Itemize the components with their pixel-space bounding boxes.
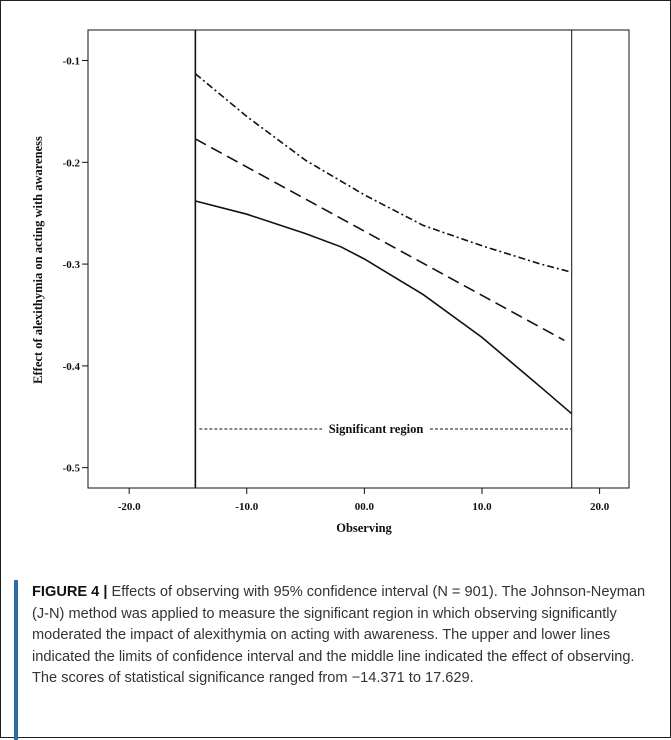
chart: -20.0 -10.0 00.0 10.0 20.0 -0.1-0.2-0.3-0.4-…: [31, 29, 630, 535]
x-axis: -20.0 -10.0 00.0 10.0 20.0: [118, 488, 610, 513]
y-axis-title: Effect of alexithymia on acting with awa…: [31, 136, 45, 384]
series-line-dashed: [195, 138, 565, 342]
caption-accent-bar: [14, 580, 18, 740]
y-tick-label: -0.1: [63, 56, 80, 68]
x-tick-label: 20.0: [590, 501, 610, 513]
series-line-solid: [195, 200, 573, 415]
caption-text: Effects of observing with 95% confidence…: [32, 584, 646, 687]
x-axis-title: Observing: [336, 521, 392, 535]
series-line-dash-dot: [194, 73, 572, 273]
significant-region-annotation: Significant region: [199, 422, 572, 436]
jn-boundaries: [194, 30, 573, 488]
x-tick-label: -20.0: [118, 501, 141, 513]
x-tick-label: 10.0: [472, 501, 492, 513]
y-axis: -0.1 -0.2 -0.3 -0.4 -0.5: [63, 56, 88, 475]
series-layer: [194, 73, 573, 415]
y-tick-label: -0.3: [63, 259, 81, 271]
y-tick-label: -0.5: [63, 463, 81, 475]
significant-region-label: Significant region: [329, 422, 424, 436]
figure-caption: FIGURE 4 | Effects of observing with 95%…: [32, 582, 660, 690]
y-tick-label: -0.2: [63, 157, 81, 169]
y-tick-label: -0.4: [63, 361, 81, 373]
figure-label: FIGURE 4 |: [32, 584, 108, 600]
plot-area: [87, 29, 630, 489]
x-tick-label: 00.0: [355, 501, 375, 513]
x-tick-label: -10.0: [235, 501, 258, 513]
